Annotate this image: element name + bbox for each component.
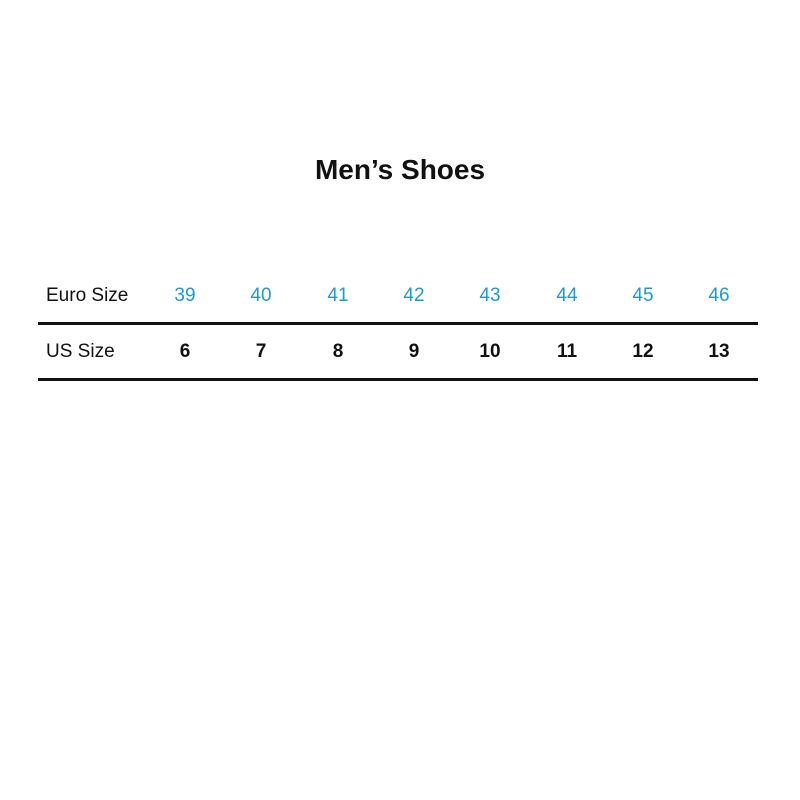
row-label: Euro Size <box>46 285 129 306</box>
euro-size-row: Euro Size 39 40 41 42 43 44 45 46 <box>38 276 758 316</box>
size-cell: 42 <box>403 285 425 306</box>
divider <box>38 378 758 381</box>
size-cell: 43 <box>479 285 501 306</box>
size-cell: 46 <box>708 285 730 306</box>
size-cell: 9 <box>408 341 420 362</box>
size-cell: 40 <box>250 285 272 306</box>
size-cell: 8 <box>332 341 344 362</box>
size-cell: 12 <box>632 341 654 362</box>
divider <box>38 322 758 325</box>
us-size-row: US Size 6 7 8 9 10 11 12 13 <box>38 332 758 372</box>
size-cell: 10 <box>479 341 501 362</box>
size-cell: 45 <box>632 285 654 306</box>
size-cell: 44 <box>556 285 578 306</box>
size-cell: 11 <box>556 341 578 362</box>
size-cell: 41 <box>327 285 349 306</box>
size-cell: 39 <box>174 285 196 306</box>
size-cell: 6 <box>179 341 191 362</box>
row-label: US Size <box>46 341 115 362</box>
size-cell: 13 <box>708 341 730 362</box>
page-title: Men’s Shoes <box>314 154 486 185</box>
size-cell: 7 <box>255 341 267 362</box>
